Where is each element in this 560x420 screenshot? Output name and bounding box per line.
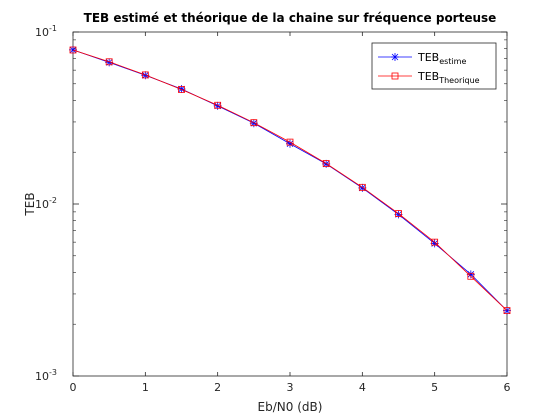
legend-label-estime-sub: estime <box>439 57 466 66</box>
y-axis: 10-3 10-2 10-1 <box>35 24 507 383</box>
legend-label-theorique: TEBTheorique <box>417 70 480 85</box>
data-point-theorique <box>431 238 439 246</box>
data-point-estime <box>213 101 222 110</box>
legend-label-theorique-main: TEB <box>417 70 439 83</box>
data-point-theorique <box>250 119 258 127</box>
data-point-estime <box>286 139 294 148</box>
x-tick-label: 3 <box>287 381 294 394</box>
legend-label-estime: TEBestime <box>417 51 466 66</box>
data-point-theorique <box>214 101 222 109</box>
legend-label-estime-main: TEB <box>417 51 439 64</box>
y-tick-label: 10-3 <box>35 368 57 383</box>
x-tick-label: 1 <box>142 381 149 394</box>
chart-title: TEB estimé et théorique de la chaine sur… <box>84 11 497 25</box>
data-point-estime <box>105 58 114 67</box>
x-tick-label: 6 <box>504 381 511 394</box>
series-layer <box>69 45 511 315</box>
x-axis-label: Eb/N0 (dB) <box>258 400 323 414</box>
data-point-estime <box>394 210 403 219</box>
x-tick-label: 4 <box>359 381 366 394</box>
data-point-estime <box>466 270 475 279</box>
x-tick-label: 2 <box>214 381 221 394</box>
data-point-estime <box>430 239 439 248</box>
series-theorique <box>69 46 511 315</box>
series-line-theorique <box>72 49 508 311</box>
data-point-theorique <box>178 86 185 93</box>
data-point-theorique <box>358 183 366 191</box>
data-point-theorique <box>395 210 402 217</box>
y-tick-label: 10-2 <box>35 196 57 211</box>
y-tick-label: 10-1 <box>35 24 57 39</box>
legend-marker-estime <box>391 53 399 61</box>
x-tick-label: 0 <box>70 381 77 394</box>
legend-entry-theorique: TEBTheorique <box>378 70 480 85</box>
data-point-estime <box>249 119 258 128</box>
data-point-theorique <box>69 46 77 54</box>
x-axis: 0 1 2 3 4 5 6 <box>70 32 511 394</box>
data-point-theorique <box>141 71 149 79</box>
y-axis-label: TEB <box>23 192 37 216</box>
data-point-estime <box>503 306 511 315</box>
data-point-estime <box>69 45 77 54</box>
data-point-estime <box>358 183 367 192</box>
data-point-theorique <box>286 138 294 146</box>
data-point-theorique <box>322 160 330 167</box>
legend-marker-theorique <box>391 72 399 80</box>
data-point-theorique <box>105 58 113 66</box>
legend-label-theorique-sub: Theorique <box>438 76 479 85</box>
legend: TEBestime TEBTheorique <box>371 42 497 90</box>
data-point-theorique <box>503 307 511 315</box>
legend-box <box>371 42 497 90</box>
legend-entry-estime: TEBestime <box>378 51 466 66</box>
data-point-theorique <box>467 272 475 280</box>
data-point-estime <box>177 85 186 94</box>
x-tick-label: 5 <box>431 381 438 394</box>
